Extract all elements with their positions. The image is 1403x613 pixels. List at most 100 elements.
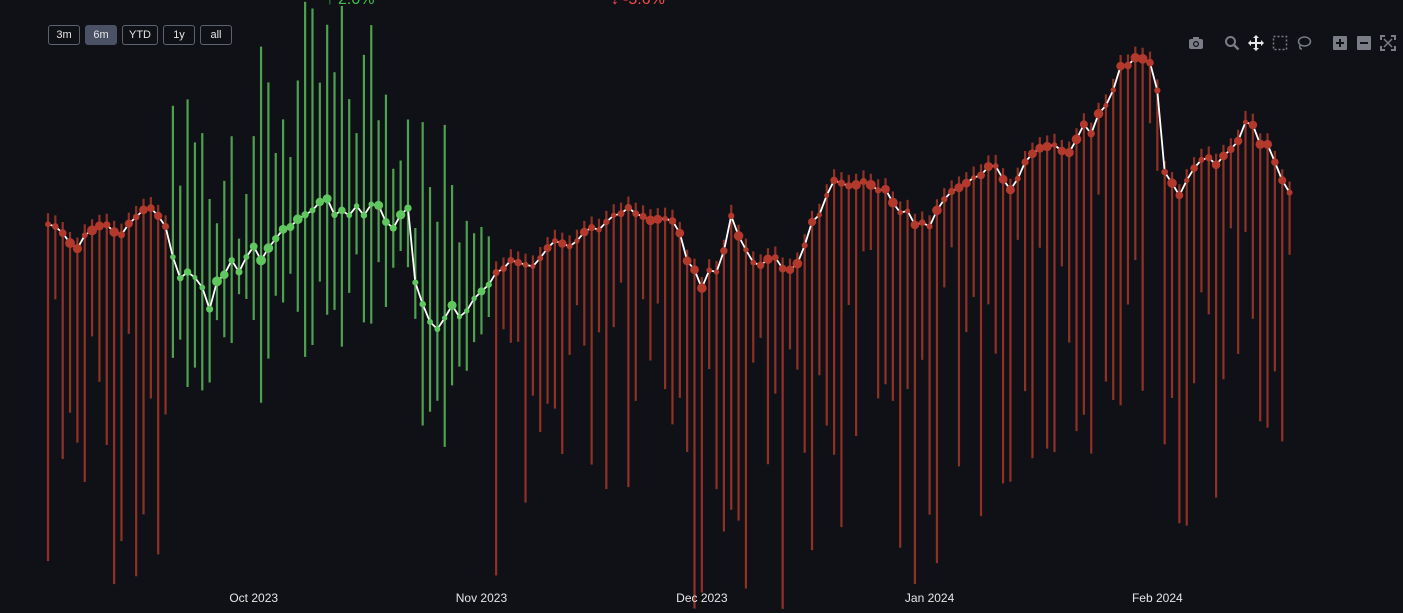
price-marker[interactable] bbox=[249, 242, 258, 251]
price-marker[interactable] bbox=[756, 261, 765, 270]
price-marker[interactable] bbox=[941, 196, 948, 203]
price-marker[interactable] bbox=[579, 227, 589, 237]
price-marker[interactable] bbox=[292, 214, 303, 225]
price-marker[interactable] bbox=[1137, 53, 1148, 64]
zoom-out-icon[interactable] bbox=[1354, 34, 1374, 52]
range-button-ytd[interactable]: YTD bbox=[122, 25, 158, 45]
price-marker[interactable] bbox=[998, 174, 1008, 184]
price-marker[interactable] bbox=[905, 208, 911, 214]
price-marker[interactable] bbox=[235, 268, 243, 276]
price-marker[interactable] bbox=[309, 207, 316, 214]
price-marker[interactable] bbox=[897, 209, 903, 216]
price-marker[interactable] bbox=[492, 269, 500, 276]
price-marker[interactable] bbox=[1175, 191, 1184, 200]
price-marker[interactable] bbox=[675, 228, 685, 238]
price-marker[interactable] bbox=[697, 283, 707, 293]
price-marker[interactable] bbox=[272, 234, 280, 243]
price-marker[interactable] bbox=[161, 222, 170, 231]
price-marker[interactable] bbox=[1064, 148, 1074, 158]
price-marker[interactable] bbox=[263, 243, 274, 253]
price-marker[interactable] bbox=[514, 258, 522, 267]
price-marker[interactable] bbox=[507, 256, 515, 264]
price-marker[interactable] bbox=[733, 231, 744, 241]
price-marker[interactable] bbox=[662, 215, 668, 222]
price-marker[interactable] bbox=[220, 270, 229, 280]
autoscale-icon[interactable] bbox=[1378, 34, 1398, 52]
price-marker[interactable] bbox=[139, 205, 148, 215]
price-marker[interactable] bbox=[558, 239, 567, 248]
price-marker[interactable] bbox=[65, 238, 75, 249]
price-marker[interactable] bbox=[728, 212, 735, 220]
camera-icon[interactable] bbox=[1186, 34, 1206, 52]
price-marker[interactable] bbox=[206, 305, 214, 313]
price-marker[interactable] bbox=[566, 243, 573, 250]
price-marker[interactable] bbox=[427, 318, 433, 325]
price-marker[interactable] bbox=[720, 247, 728, 255]
price-marker[interactable] bbox=[1242, 119, 1249, 125]
price-marker[interactable] bbox=[170, 254, 176, 260]
price-marker[interactable] bbox=[771, 254, 779, 261]
price-marker[interactable] bbox=[212, 276, 222, 287]
price-marker[interactable] bbox=[1190, 164, 1198, 172]
price-marker[interactable] bbox=[1035, 143, 1045, 153]
price-marker[interactable] bbox=[588, 223, 596, 232]
price-marker[interactable] bbox=[243, 253, 250, 260]
price-marker[interactable] bbox=[1278, 176, 1287, 185]
price-marker[interactable] bbox=[807, 217, 817, 227]
price-marker[interactable] bbox=[1014, 175, 1021, 182]
price-marker[interactable] bbox=[176, 274, 184, 282]
price-marker[interactable] bbox=[81, 232, 88, 239]
price-marker[interactable] bbox=[706, 267, 713, 274]
price-marker[interactable] bbox=[610, 212, 617, 219]
price-marker[interactable] bbox=[926, 223, 933, 230]
price-marker[interactable] bbox=[932, 205, 942, 216]
price-marker[interactable] bbox=[183, 268, 192, 276]
price-marker[interactable] bbox=[117, 231, 126, 239]
price-marker[interactable] bbox=[1271, 158, 1279, 166]
price-marker[interactable] bbox=[750, 259, 757, 266]
price-marker[interactable] bbox=[603, 218, 610, 226]
box-select-icon[interactable] bbox=[1270, 34, 1290, 52]
price-marker[interactable] bbox=[845, 182, 853, 190]
price-marker[interactable] bbox=[434, 326, 441, 333]
price-marker[interactable] bbox=[977, 171, 985, 180]
price-marker[interactable] bbox=[971, 175, 977, 181]
price-marker[interactable] bbox=[1087, 130, 1095, 138]
price-marker[interactable] bbox=[785, 265, 795, 275]
price-marker[interactable] bbox=[72, 244, 82, 254]
price-marker[interactable] bbox=[464, 308, 470, 314]
price-marker[interactable] bbox=[851, 180, 861, 190]
price-marker[interactable] bbox=[500, 265, 507, 272]
price-marker[interactable] bbox=[653, 214, 663, 224]
price-marker[interactable] bbox=[52, 223, 59, 230]
price-marker[interactable] bbox=[1154, 87, 1161, 94]
price-marker[interactable] bbox=[87, 225, 98, 236]
price-marker[interactable] bbox=[1211, 160, 1221, 170]
pan-icon[interactable] bbox=[1246, 34, 1266, 52]
range-button-1y[interactable]: 1y bbox=[163, 25, 195, 45]
range-button-6m[interactable]: 6m bbox=[85, 25, 117, 45]
price-marker[interactable] bbox=[1205, 154, 1213, 162]
price-marker[interactable] bbox=[382, 218, 390, 226]
price-marker[interactable] bbox=[624, 203, 633, 212]
price-marker[interactable] bbox=[103, 221, 111, 229]
price-marker[interactable] bbox=[346, 212, 353, 219]
price-marker[interactable] bbox=[682, 256, 692, 266]
price-marker[interactable] bbox=[1227, 145, 1235, 154]
price-marker[interactable] bbox=[874, 187, 882, 194]
price-marker[interactable] bbox=[713, 269, 720, 275]
price-marker[interactable] bbox=[1103, 102, 1109, 109]
price-marker[interactable] bbox=[948, 187, 956, 196]
zoom-icon[interactable] bbox=[1222, 34, 1242, 52]
price-marker[interactable] bbox=[824, 192, 830, 198]
price-marker[interactable] bbox=[1248, 120, 1258, 130]
price-marker[interactable] bbox=[132, 213, 140, 221]
price-marker[interactable] bbox=[1005, 185, 1015, 195]
price-marker[interactable] bbox=[315, 197, 325, 207]
price-marker[interactable] bbox=[419, 300, 426, 308]
price-marker[interactable] bbox=[1219, 151, 1228, 161]
price-marker[interactable] bbox=[1130, 53, 1141, 63]
price-marker[interactable] bbox=[859, 178, 867, 186]
price-marker[interactable] bbox=[442, 315, 448, 321]
